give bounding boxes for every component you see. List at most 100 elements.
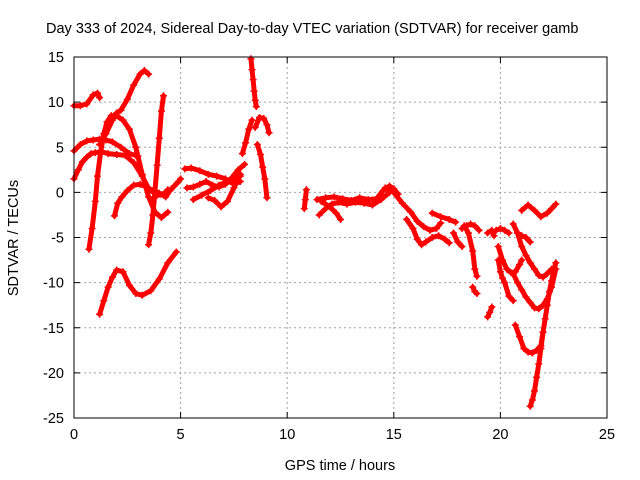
data-point (326, 203, 334, 211)
data-point (531, 206, 539, 214)
data-point (484, 313, 492, 321)
data-point (248, 116, 256, 124)
data-point (301, 196, 309, 204)
data-point (196, 180, 204, 188)
data-point (113, 266, 121, 274)
data-point (526, 402, 534, 410)
series-arc-09 (162, 175, 185, 201)
data-point (183, 184, 191, 192)
data-point (145, 241, 153, 249)
data-point (490, 232, 498, 240)
data-series (70, 55, 560, 410)
data-point (550, 267, 558, 275)
data-point (261, 175, 269, 183)
data-point (509, 270, 517, 278)
data-point (130, 181, 138, 189)
data-point (403, 215, 411, 223)
data-point (202, 178, 210, 186)
y-tick-label: 10 (48, 95, 64, 111)
data-point (499, 274, 507, 282)
x-tick-label: 0 (70, 427, 78, 443)
data-point (315, 211, 323, 219)
data-point (263, 194, 271, 202)
data-point (224, 197, 232, 205)
data-point (469, 247, 477, 255)
data-point (322, 194, 330, 202)
data-point (118, 193, 126, 201)
data-point (332, 209, 340, 217)
series-arc-39 (513, 229, 534, 246)
data-point (337, 215, 344, 223)
data-point (247, 55, 255, 63)
data-point (142, 183, 150, 191)
series-arc-28 (469, 283, 481, 297)
data-point (104, 283, 112, 291)
data-point (113, 150, 121, 158)
x-tick-label: 10 (279, 427, 295, 443)
data-point (104, 150, 112, 158)
data-point (119, 268, 127, 276)
data-point (136, 180, 144, 188)
data-point (125, 125, 133, 133)
data-point (524, 201, 532, 209)
y-tick-label: 5 (56, 140, 64, 156)
data-point (526, 238, 534, 246)
x-tick-label: 5 (177, 427, 185, 443)
data-point (528, 396, 536, 404)
series-arc-21 (317, 197, 344, 223)
data-point (486, 308, 494, 316)
data-point (253, 141, 261, 149)
data-point (172, 248, 180, 256)
y-tick-label: 15 (48, 50, 64, 66)
data-point (541, 315, 549, 323)
data-point (74, 166, 82, 174)
series-arc-25 (449, 229, 466, 251)
data-point (511, 321, 519, 329)
data-point (147, 287, 155, 295)
data-point (83, 100, 91, 108)
data-point (413, 235, 421, 243)
data-point (535, 360, 543, 368)
grid-lines (74, 57, 607, 418)
data-point (234, 166, 242, 174)
data-point (123, 187, 131, 195)
data-point (248, 66, 256, 74)
data-point (535, 305, 543, 313)
data-point (445, 215, 453, 223)
data-point (265, 129, 273, 137)
data-point (187, 164, 195, 172)
data-point (93, 172, 101, 180)
data-point (145, 70, 153, 78)
data-point (76, 141, 84, 149)
data-point (138, 291, 146, 299)
series-trace (429, 210, 459, 225)
plot-frame (73, 56, 608, 419)
data-point (238, 150, 246, 158)
data-point (147, 229, 155, 237)
data-point (157, 214, 165, 222)
data-point (102, 130, 110, 138)
y-tick-label: 0 (56, 185, 64, 201)
data-point (473, 289, 481, 297)
data-point (204, 194, 212, 202)
data-point (377, 196, 385, 204)
data-point (422, 238, 430, 246)
data-point (537, 345, 545, 353)
data-point (230, 184, 238, 192)
series-arc-32 (494, 256, 517, 305)
data-point (484, 229, 492, 237)
data-point (501, 279, 509, 287)
data-point (435, 232, 443, 240)
data-point (488, 303, 496, 311)
x-tick-label: 25 (599, 427, 615, 443)
data-point (245, 125, 253, 133)
series-arc-37 (526, 259, 560, 410)
data-point (206, 187, 214, 195)
data-point (189, 196, 197, 204)
data-point (409, 224, 417, 232)
series-trace (515, 230, 533, 245)
data-point (259, 163, 267, 171)
data-point (162, 193, 170, 201)
